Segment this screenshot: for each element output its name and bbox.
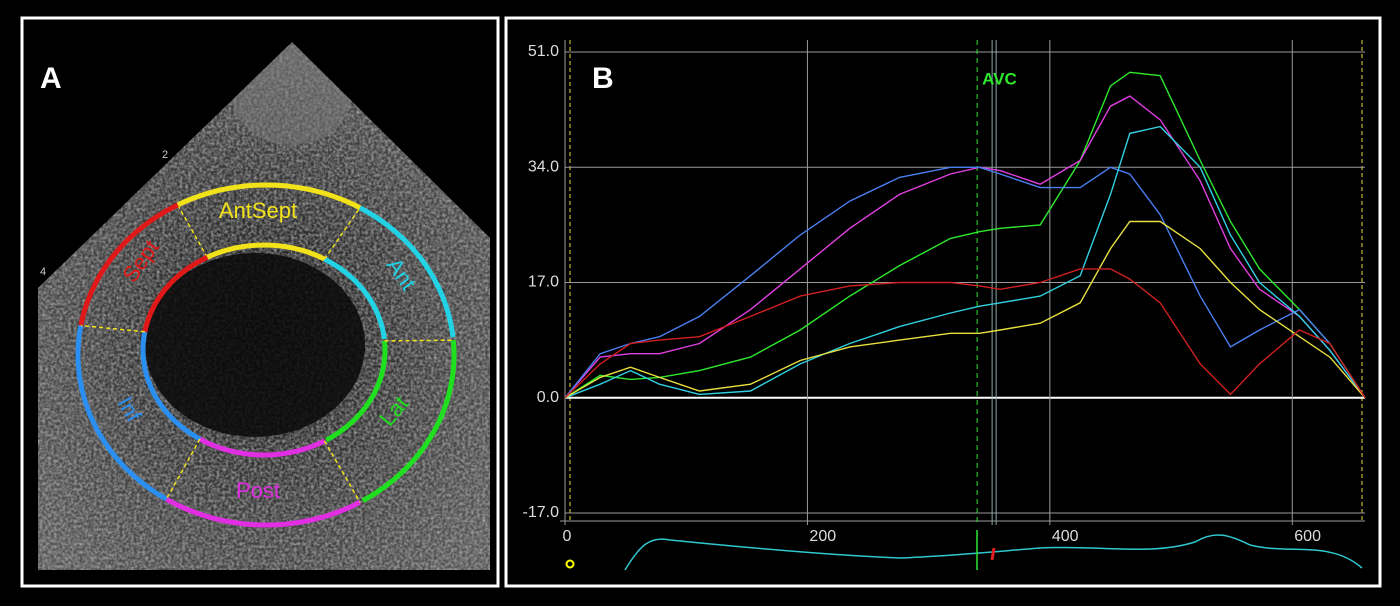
strain-chart: -17.0 0.0 17.0 34.0 51.0 0 200 400 600 AVC [523,40,1366,545]
panel-label: A [40,62,62,95]
segment-outer [358,205,456,338]
segment-label: AntSept [219,198,297,223]
y-tick-label: 34.0 [528,158,559,175]
echo-cavity [145,253,365,437]
y-tick-label: 0.0 [537,389,559,406]
strain-curve [564,166,1366,399]
y-tick-label: -17.0 [523,504,560,521]
segment-inner [206,242,326,262]
strain-curve [564,125,1366,399]
x-tick-label: 0 [563,528,572,545]
y-tick-label: 51.0 [528,43,559,60]
segment-outer [361,340,457,503]
segment-divider [384,339,454,342]
strain-curve [564,71,1366,399]
segment-divider [80,324,145,333]
segment-outer [75,325,168,502]
segment-divider [323,440,361,503]
segment-inner [325,340,388,443]
segment-outer [78,202,179,327]
x-tick-label: 600 [1294,528,1321,545]
strain-curve [564,268,1366,399]
panel-a-frame [20,16,500,588]
segment-divider [165,438,201,500]
segment-inner [323,256,387,340]
depth-mark: 2 [162,149,168,161]
strain-curve [564,220,1366,399]
segment-outer [165,496,362,528]
annotation-label: AVC [982,69,1017,88]
depth-mark: 4 [40,266,46,278]
segment-divider [323,207,361,260]
ecg-trace [624,534,1363,571]
x-tick-label: 400 [1052,528,1079,545]
segment-outer [176,182,362,211]
y-tick-label: 17.0 [528,274,559,291]
panel-label: B [592,62,614,95]
segment-inner [142,255,209,333]
panel-b-frame [504,16,1382,588]
ecg-icon [565,559,575,569]
x-tick-label: 200 [809,528,836,545]
segment-label: Post [236,478,280,503]
strain-curve [564,95,1366,399]
segment-divider [177,204,208,258]
segment-inner [198,436,326,458]
segment-inner [140,331,202,442]
ecg-marker [990,547,996,561]
